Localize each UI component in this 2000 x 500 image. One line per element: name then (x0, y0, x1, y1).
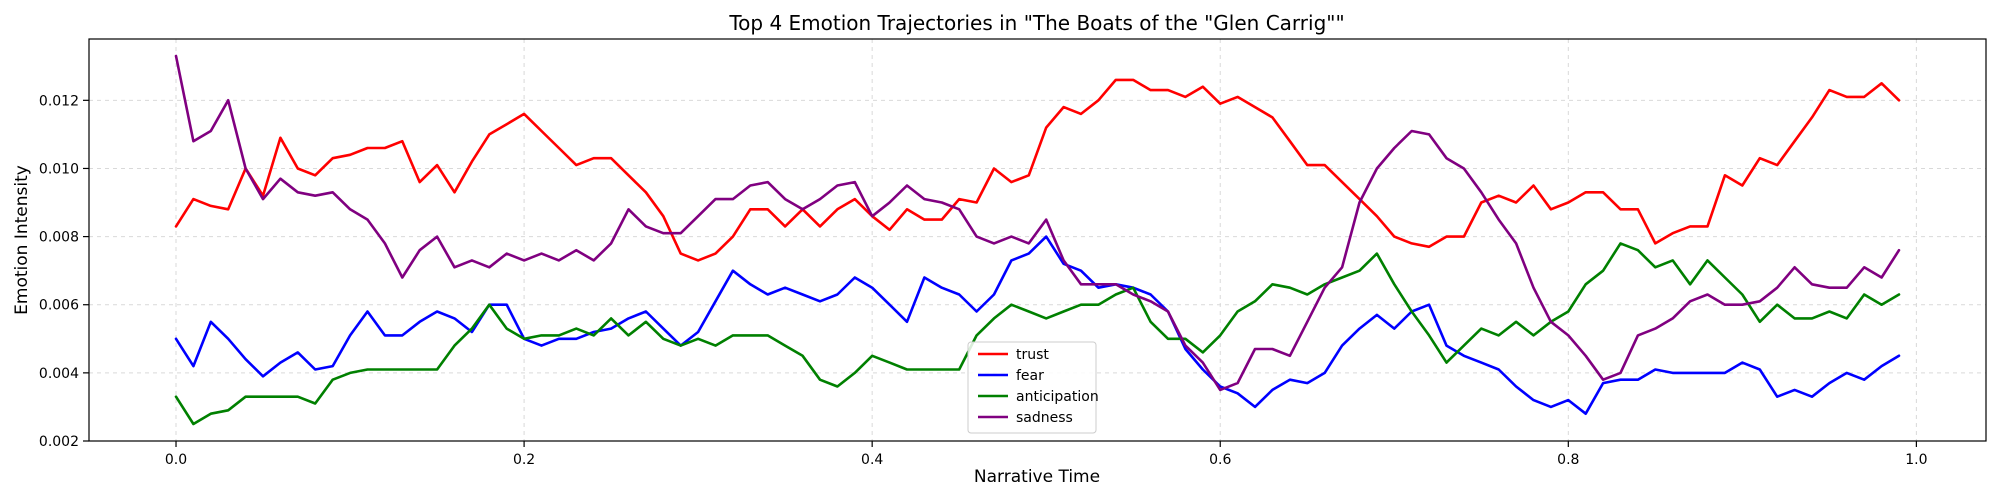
legend: trust fear anticipation sadness (967, 341, 1099, 434)
x-tick-label: 0.6 (1209, 452, 1231, 468)
x-axis-ticks: 0.0 0.2 0.4 0.6 0.8 1.0 (165, 441, 1928, 468)
series-line-anticipation (174, 242, 1901, 426)
x-tick-label: 0.8 (1557, 452, 1579, 468)
x-tick-label: 1.0 (1905, 452, 1927, 468)
grid (89, 39, 1986, 442)
x-tick-label: 0.4 (861, 452, 883, 468)
series-line-fear (174, 235, 1901, 416)
y-tick-label: 0.004 (39, 366, 79, 382)
y-axis-ticks: 0.002 0.004 0.006 0.008 0.010 0.012 (39, 93, 89, 450)
plot-area-frame (88, 38, 1987, 442)
legend-box (967, 341, 1097, 434)
y-tick-label: 0.010 (39, 161, 79, 177)
y-tick-label: 0.006 (39, 298, 79, 314)
y-tick-label: 0.008 (39, 230, 79, 246)
series-lines (174, 54, 1901, 426)
chart-title: Top 4 Emotion Trajectories in "The Boats… (728, 11, 1344, 35)
legend-label-anticipation: anticipation (1016, 389, 1099, 405)
y-axis-label: Emotion Intensity (12, 165, 32, 315)
legend-label-fear: fear (1016, 368, 1044, 384)
y-tick-label: 0.002 (39, 434, 79, 450)
x-axis-label: Narrative Time (974, 467, 1100, 487)
x-tick-label: 0.2 (513, 452, 535, 468)
legend-label-sadness: sadness (1016, 410, 1073, 426)
legend-label-trust: trust (1016, 347, 1049, 363)
x-tick-label: 0.0 (165, 452, 187, 468)
series-line-trust (174, 78, 1901, 262)
y-tick-label: 0.012 (39, 93, 79, 109)
series-line-sadness (174, 54, 1901, 392)
